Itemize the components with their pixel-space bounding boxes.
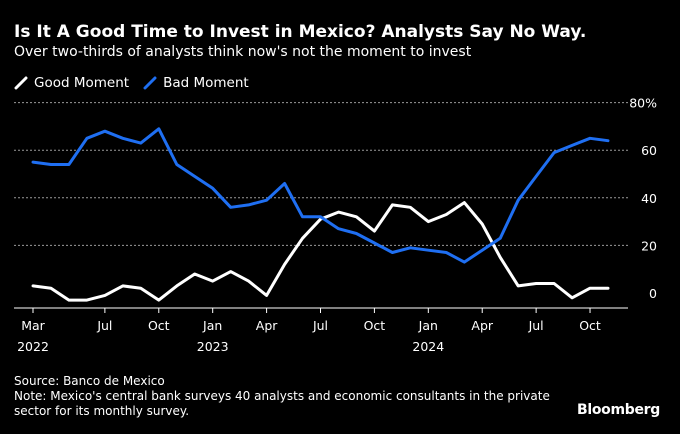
x-tick-label-2022-10: Oct — [148, 318, 170, 333]
methodology-note: Note: Mexico's central bank surveys 40 a… — [14, 389, 550, 418]
x-year-label-2023: 2023 — [197, 339, 229, 354]
y-tick-label-80: 80% — [629, 96, 657, 111]
x-tick-label-2023-01: Jan — [202, 318, 222, 333]
chart-subtitle: Over two-thirds of analysts think now's … — [14, 44, 472, 60]
x-tick-label-2022-07: Jul — [96, 318, 112, 333]
x-tick-label-2022-03: Mar — [21, 318, 45, 333]
y-tick-label-40: 40 — [641, 191, 657, 206]
x-tick-label-2024-04: Apr — [471, 318, 493, 333]
series-line-good-moment — [31, 201, 610, 302]
y-tick-label-20: 20 — [641, 238, 657, 253]
bloomberg-logo: Bloomberg — [576, 402, 660, 418]
x-year-label-2024: 2024 — [412, 339, 444, 354]
series-line-bad-moment — [31, 127, 610, 264]
x-tick-label-2024-07: Jul — [528, 318, 544, 333]
y-tick-label-0: 0 — [649, 286, 657, 301]
chart-legend: Good Moment Bad Moment — [14, 74, 263, 92]
y-tick-label-60: 60 — [641, 143, 657, 158]
x-year-label-2022: 2022 — [17, 339, 49, 354]
chart-footer: Source: Banco de Mexico Note: Mexico's c… — [14, 374, 554, 419]
source-note: Source: Banco de Mexico — [14, 374, 165, 388]
x-tick-label-2024-01: Jan — [418, 318, 438, 333]
legend-label-bad-moment: Bad Moment — [163, 75, 249, 91]
line-chart: 0 20 40 60 80% Mar 2022 Jul Oct Jan 2023 Apr Jul Oct J… — [14, 96, 657, 354]
x-tick-label-2023-10: Oct — [364, 318, 386, 333]
legend-item-good-moment: Good Moment — [14, 75, 129, 91]
x-tick-label-2023-04: Apr — [256, 318, 278, 333]
legend-label-good-moment: Good Moment — [34, 75, 130, 91]
legend-swatch-bad-moment — [143, 76, 157, 90]
chart-title: Is It A Good Time to Invest in Mexico? A… — [14, 22, 587, 42]
x-tick-label-2024-10: Oct — [579, 318, 601, 333]
legend-swatch-good-moment — [14, 76, 28, 90]
x-tick-label-2023-07: Jul — [312, 318, 328, 333]
legend-item-bad-moment: Bad Moment — [143, 75, 249, 91]
